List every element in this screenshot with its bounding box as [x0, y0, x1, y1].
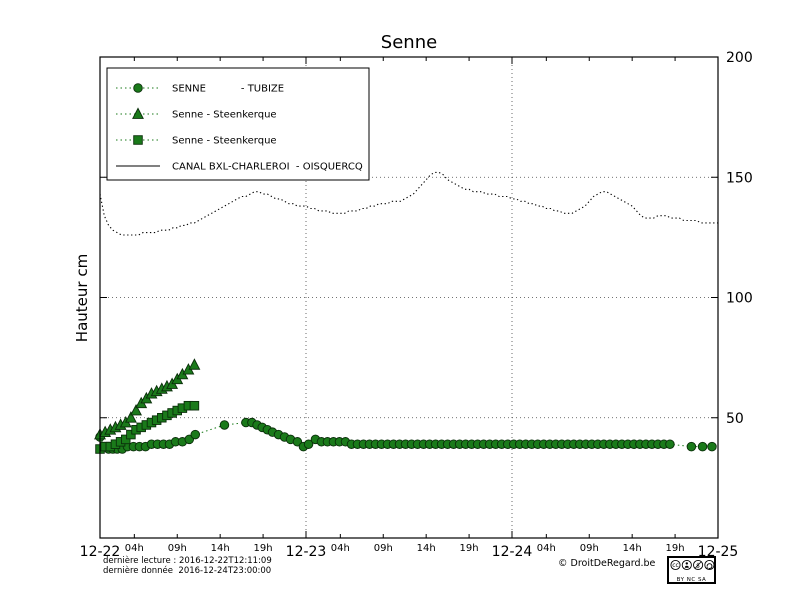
legend-label: Senne - Steenkerque [172, 136, 277, 147]
legend: SENNE - TUBIZE Senne - Steenkerque Senne -… [106, 67, 370, 181]
y-tick-label: 200 [726, 50, 753, 66]
x-tick-label-minor: 14h [211, 543, 230, 554]
svg-text:BY NC SA: BY NC SA [677, 577, 707, 583]
legend-label: Senne - Steenkerque [172, 110, 277, 121]
x-tick-label-minor: 04h [125, 543, 144, 554]
legend-entry: Senne - Steenkerque [116, 135, 277, 147]
x-tick-label-minor: 09h [580, 543, 599, 554]
x-tick-label-minor: 09h [374, 543, 393, 554]
svg-text:$: $ [696, 562, 700, 569]
x-tick-label: 12-22 [80, 544, 121, 560]
series-senne-steenkerque-triangles [94, 358, 201, 440]
series-canal-bxl-charleroi-oisquercq [99, 171, 718, 236]
legend-label: CANAL BXL-CHARLEROI - OISQUERCQ [172, 162, 363, 173]
x-tick-label-minor: 14h [417, 543, 436, 554]
sa-icon [704, 559, 715, 571]
x-tick-label-minor: 04h [331, 543, 350, 554]
legend-box [106, 67, 370, 181]
x-tick-label: 12-24 [492, 544, 533, 560]
legend-entry: SENNE - TUBIZE [116, 83, 284, 95]
y-tick-label: 50 [726, 411, 744, 427]
legend-label: SENNE - TUBIZE [172, 84, 284, 95]
cc-license-badge: cc $ BY NC SA [667, 556, 716, 584]
legend-entry: CANAL BXL-CHARLEROI - OISQUERCQ [116, 162, 363, 173]
y-tick-label: 100 [726, 291, 753, 307]
x-tick-label-minor: 14h [623, 543, 642, 554]
series-senne-steenkerque-squares [95, 400, 200, 454]
axis-ticks [99, 56, 719, 538]
copyright-text: © DroitDeRegard.be [558, 558, 656, 569]
cc-icon: cc [670, 559, 681, 571]
x-tick-label-minor: 19h [666, 543, 685, 554]
x-tick-label: 12-23 [286, 544, 327, 560]
legend-entry: Senne - Steenkerque [116, 107, 277, 121]
series-senne-tubize [95, 417, 717, 454]
y-tick-label: 150 [726, 170, 753, 186]
y-axis-label: Hauteur cm [73, 253, 91, 343]
x-tick-label-minor: 19h [254, 543, 273, 554]
svg-text:cc: cc [672, 562, 679, 569]
x-tick-label-minor: 19h [460, 543, 479, 554]
last-data-text: dernière donnée 2016-12-24T23:00:00 [103, 566, 272, 576]
nc-icon: $ [693, 559, 704, 571]
last-reading-text: dernière lecture : 2016-12-22T12:11:09 [103, 556, 272, 566]
by-icon [681, 559, 692, 571]
x-tick-label-minor: 04h [537, 543, 556, 554]
chart-title: Senne [380, 32, 438, 53]
x-tick-label-minor: 09h [168, 543, 187, 554]
